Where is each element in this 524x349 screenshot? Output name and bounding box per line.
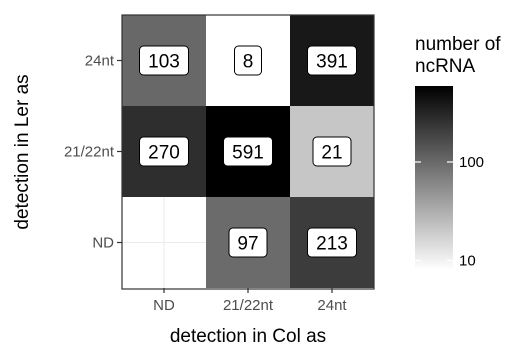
cell-label-nd-24nt: 103 [148, 52, 180, 73]
legend-tick-label-10: 10 [459, 252, 476, 269]
cell-label-24nt-21-22nt: 21 [321, 143, 342, 164]
cell-label-box-24nt-21-22nt [312, 136, 352, 167]
x-tick-label-24nt: 24nt [317, 297, 347, 314]
cell-label-box-21-22nt-24nt [234, 45, 262, 76]
cell-label-21-22nt-21-22nt: 591 [232, 143, 264, 164]
x-tick-label-nd: ND [153, 297, 175, 314]
x-axis: ND 21/22nt 24nt [153, 288, 347, 314]
cell-label-box-24nt-nd [307, 227, 357, 258]
cell-label-box-21-22nt-21-22nt [223, 136, 273, 167]
cell-label-24nt-nd: 213 [316, 234, 348, 255]
x-axis-title: detection in Col as [170, 326, 326, 347]
legend-title-line: number of [415, 34, 501, 55]
cell-label-21-22nt-nd: 97 [237, 234, 258, 255]
x-tick-label-21-22nt: 21/22nt [223, 297, 274, 314]
cell-label-box-21-22nt-nd [228, 227, 268, 258]
legend-title: number of ncRNA [415, 34, 501, 77]
y-axis: ND 21/22nt 24nt [64, 53, 122, 252]
y-tick-label-24nt: 24nt [85, 53, 115, 70]
y-axis-title: detection in Ler as [12, 74, 33, 229]
legend-title-line: ncRNA [415, 56, 476, 77]
color-legend: number of ncRNA 10 100 [415, 34, 501, 270]
cell-label-box-24nt-24nt [307, 45, 357, 76]
y-tick-label-21-22nt: 21/22nt [64, 144, 115, 161]
cell-label-box-nd-21-22nt [139, 136, 189, 167]
cell-label-nd-21-22nt: 270 [148, 143, 180, 164]
cell-label-24nt-24nt: 391 [316, 52, 348, 73]
legend-colorbar [415, 86, 453, 270]
y-tick-label-nd: ND [92, 235, 114, 252]
legend-ticks: 10 100 [415, 154, 484, 269]
cell-label-box-nd-24nt [139, 45, 189, 76]
legend-tick-label-100: 100 [459, 154, 484, 171]
cell-labels: 103 8 391 270 591 21 97 213 [139, 45, 357, 258]
cell-label-21-22nt-24nt: 8 [243, 52, 254, 73]
